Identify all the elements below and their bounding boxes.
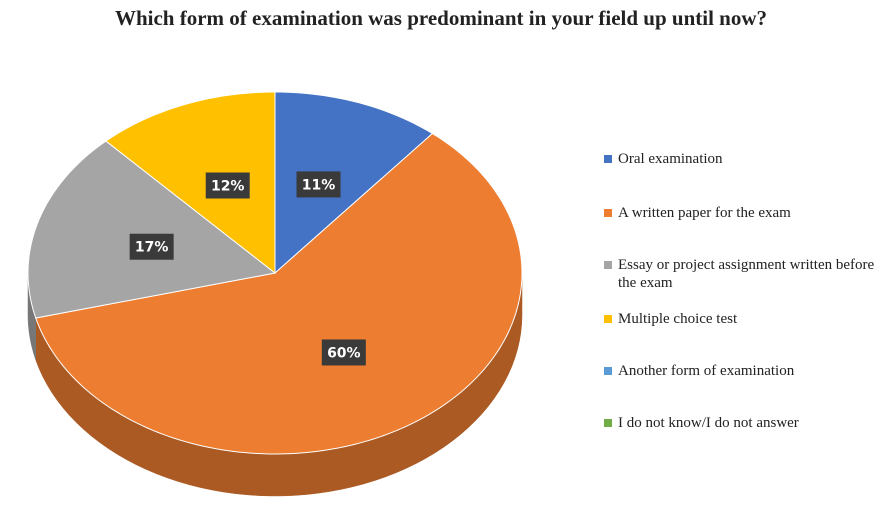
legend-swatch [604, 209, 612, 217]
pie-slice [35, 132, 523, 455]
legend-swatch [604, 261, 612, 269]
data-label: 11% [302, 177, 336, 193]
chart: 11% 60% 17% 12% [27, 91, 523, 497]
legend-swatch [604, 419, 612, 427]
legend-swatch [604, 367, 612, 375]
data-label: 12% [211, 178, 245, 194]
legend-label: Another form of examination [618, 363, 795, 379]
pie-slice [105, 91, 276, 275]
legend-swatch [604, 315, 612, 323]
data-labels: 11% 60% 17% 12% [129, 171, 366, 366]
legend-label: Oral examination [618, 151, 723, 167]
data-label: 17% [135, 240, 169, 256]
data-label-box [205, 172, 250, 199]
data-label-box [321, 339, 366, 366]
legend-swatch [604, 155, 612, 163]
legend-label: A written paper for the exam [618, 205, 791, 221]
legend-label: Essay or project assignment written befo… [618, 257, 875, 291]
pie-slice [27, 140, 277, 319]
data-label-box [129, 233, 174, 260]
legend-label: Multiple choice test [618, 311, 738, 327]
legend-label: I do not know/I do not answer [618, 415, 799, 431]
chart-title: Which form of examination was predominan… [114, 6, 768, 30]
pie-tops [27, 91, 523, 455]
data-label-box [296, 171, 341, 198]
data-label: 60% [327, 345, 361, 361]
pie-slice [274, 91, 434, 275]
